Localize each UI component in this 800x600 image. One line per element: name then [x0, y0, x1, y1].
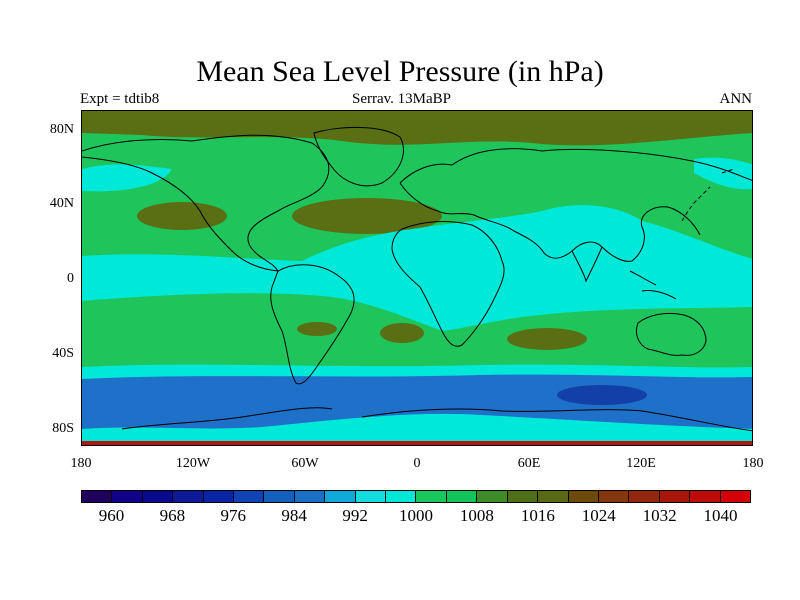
x-label-120e: 120E — [626, 456, 656, 471]
equatorial-low-band — [82, 205, 752, 331]
colorbar-label: 960 — [98, 506, 125, 525]
experiment-label: Expt = tdtib8 — [80, 91, 160, 107]
colorbar-swatch — [659, 491, 691, 502]
colorbar — [81, 490, 751, 503]
colorbar-label: 1040 — [703, 506, 738, 525]
colorbar-label: 976 — [220, 506, 247, 525]
colorbar-swatch — [264, 491, 295, 502]
colorbar-swatch — [82, 491, 113, 502]
colorbar-swatch — [234, 491, 265, 502]
antarctica-outline — [121, 407, 752, 432]
colorbar-label: 984 — [281, 506, 307, 525]
colorbar-label: 992 — [342, 506, 368, 525]
indonesia-outline — [629, 270, 677, 300]
polar-high-edge — [82, 441, 752, 445]
aleutian-low — [694, 157, 752, 190]
greenland-outline — [313, 126, 404, 187]
colorbar-swatch — [112, 491, 143, 502]
x-label-120w: 120W — [175, 456, 211, 471]
pressure-map — [81, 110, 753, 446]
africa-outline — [391, 221, 505, 347]
x-label-180e: 180 — [742, 456, 764, 471]
south-america-outline — [270, 264, 355, 385]
chart-title: Mean Sea Level Pressure (in hPa) — [196, 55, 604, 88]
colorbar-label: 968 — [159, 506, 186, 525]
colorbar-swatch — [203, 491, 235, 502]
colorbar-swatch — [446, 491, 478, 502]
colorbar-swatch — [629, 491, 660, 502]
india-outline — [571, 246, 603, 283]
colorbar-label: 1032 — [642, 506, 677, 525]
period-label: Serrav. 13MaBP — [352, 91, 452, 107]
colorbar-swatch — [538, 491, 569, 502]
y-label-80N: 80N — [49, 122, 74, 137]
colorbar-swatch — [507, 491, 539, 502]
colorbar-swatch — [325, 491, 356, 502]
colorbar-label: 1024 — [581, 506, 616, 525]
colorbar-swatch — [142, 491, 174, 502]
colorbar-swatch — [386, 491, 417, 502]
y-label-40S: 40S — [52, 346, 74, 361]
colorbar-swatch — [477, 491, 508, 502]
arctic-high-zone — [82, 111, 752, 146]
australia-outline — [635, 312, 707, 356]
antarctic-zone — [82, 413, 752, 445]
coastlines — [82, 126, 752, 432]
season-label: ANN — [719, 91, 753, 107]
x-label-60e: 60E — [517, 456, 541, 471]
island-arc-outline — [681, 168, 735, 222]
colorbar-swatch — [720, 491, 750, 502]
colorbar-swatch — [355, 491, 387, 502]
y-label-80S: 80S — [52, 421, 74, 436]
colorbar-swatch — [294, 491, 326, 502]
x-label-0: 0 — [413, 456, 421, 471]
colorbar-swatch — [416, 491, 447, 502]
pressure-map-svg — [82, 111, 752, 445]
colorbar-label: 1000 — [399, 506, 433, 525]
south-indian-high — [507, 328, 587, 350]
x-label-180w: 180 — [70, 456, 92, 471]
south-atlantic-high — [380, 323, 424, 343]
north-america-outline — [82, 134, 330, 272]
colorbar-swatch — [598, 491, 630, 502]
x-label-60w: 60W — [291, 456, 319, 471]
y-label-40N: 40N — [49, 196, 74, 211]
colorbar-swatch — [568, 491, 599, 502]
colorbar-label: 1016 — [520, 506, 555, 525]
deep-low-core — [557, 385, 647, 405]
north-pacific-high — [137, 202, 227, 230]
azores-high — [292, 198, 442, 234]
colorbar-swatch — [173, 491, 204, 502]
y-label-0: 0 — [67, 271, 74, 286]
colorbar-swatch — [690, 491, 721, 502]
north-pacific-low — [82, 164, 172, 192]
colorbar-label: 1008 — [459, 506, 494, 525]
south-pacific-high — [297, 322, 337, 336]
